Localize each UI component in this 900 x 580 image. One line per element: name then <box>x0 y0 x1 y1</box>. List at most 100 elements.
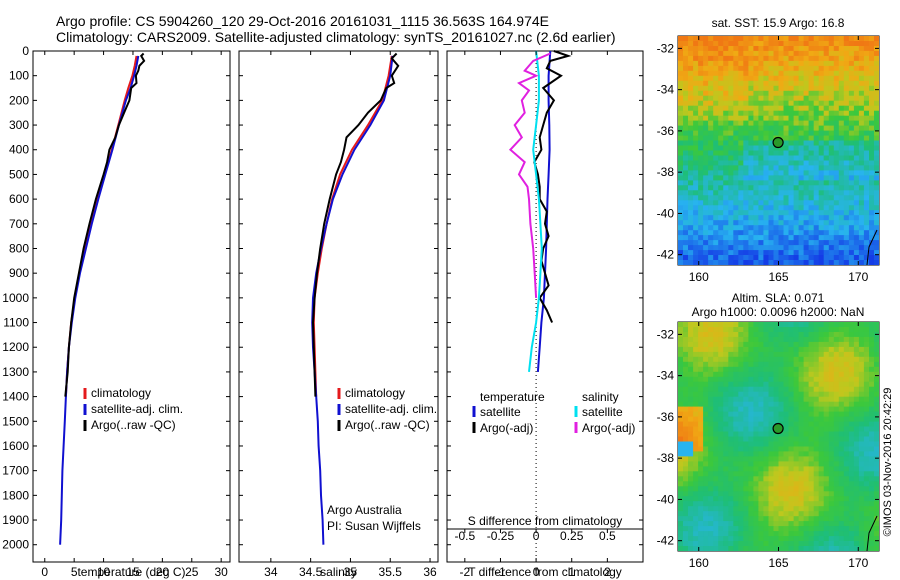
sst-cell <box>783 120 789 127</box>
sla-cell <box>713 366 719 373</box>
sla-cell <box>818 486 825 492</box>
sst-cell <box>753 160 759 166</box>
sst-cell <box>718 180 724 186</box>
sst-cell <box>803 150 810 156</box>
sst-cell <box>743 130 749 137</box>
sst-cell <box>783 225 789 231</box>
sla-cell <box>718 471 724 477</box>
sst-cell <box>733 155 739 161</box>
sla-cell <box>869 351 875 358</box>
sst-cell <box>803 225 810 231</box>
sst-cell <box>788 230 794 236</box>
sst-cell <box>833 90 840 97</box>
sla-lat-label: -34 <box>657 369 675 383</box>
sst-cell <box>853 155 860 161</box>
sla-cell <box>718 327 724 333</box>
sst-cell <box>838 150 845 156</box>
sst-cell <box>698 41 704 47</box>
sla-cell <box>743 446 749 452</box>
sst-cell <box>748 41 754 47</box>
sst-cell <box>808 46 815 52</box>
sla-cell <box>874 536 879 542</box>
sla-cell <box>853 421 860 428</box>
sst-cell <box>768 145 774 151</box>
sst-cell <box>778 260 784 265</box>
sla-cell <box>818 426 825 432</box>
sla-cell <box>853 416 860 423</box>
sla-cell <box>718 501 724 507</box>
sst-cell <box>753 105 759 112</box>
sla-cell <box>718 436 724 442</box>
sst-cell <box>808 185 815 191</box>
sst-cell <box>778 225 784 231</box>
sst-cell <box>833 120 840 127</box>
sla-cell <box>678 336 684 343</box>
sst-cell <box>703 170 709 176</box>
sla-cell <box>793 476 800 482</box>
sst-cell <box>688 70 694 77</box>
sst-cell <box>718 160 724 166</box>
sst-cell <box>818 70 825 77</box>
sst-cell <box>718 115 724 122</box>
sla-cell <box>803 546 810 551</box>
sst-cell <box>783 220 789 226</box>
sla-cell <box>733 341 739 348</box>
sla-cell <box>838 531 845 537</box>
sst-cell <box>818 80 825 87</box>
sst-cell <box>688 120 694 127</box>
sst-cell <box>848 250 855 256</box>
sla-cell <box>843 426 850 432</box>
sst-cell <box>818 75 825 82</box>
sst-cell <box>733 50 739 57</box>
sst-cell <box>788 155 794 161</box>
sst-cell <box>733 145 739 151</box>
sla-cell <box>758 521 764 527</box>
sst-cell <box>788 85 794 92</box>
sst-cell <box>703 225 709 231</box>
sst-cell <box>813 95 820 102</box>
sst-cell <box>688 150 694 156</box>
sla-cell <box>768 451 774 457</box>
sst-cell <box>753 150 759 156</box>
sst-cell <box>808 135 815 142</box>
sla-cell <box>683 441 689 447</box>
sst-cell <box>808 55 815 62</box>
sst-cell <box>863 255 870 261</box>
sla-cell <box>803 346 810 353</box>
sst-cell <box>738 245 744 251</box>
sla-cell <box>678 506 684 512</box>
sst-cell <box>813 115 820 122</box>
sla-cell <box>713 516 719 522</box>
sst-cell <box>778 240 784 246</box>
sst-cell <box>708 160 714 166</box>
sla-cell <box>773 441 779 447</box>
sla-cell <box>688 511 694 517</box>
sst-cell <box>803 75 810 82</box>
sla-cell <box>874 516 879 522</box>
sla-cell <box>683 416 689 423</box>
sla-cell <box>793 391 800 398</box>
sst-cell <box>788 200 794 206</box>
sla-cell <box>813 411 820 418</box>
sst-cell <box>748 180 754 186</box>
header-line-1: Argo profile: CS 5904260_120 29-Oct-2016… <box>56 13 549 29</box>
sst-cell <box>798 225 805 231</box>
sla-cell <box>863 351 870 358</box>
sst-cell <box>838 135 845 142</box>
sla-cell <box>874 476 879 482</box>
sst-cell <box>758 120 764 127</box>
sla-cell <box>768 386 774 393</box>
sla-cell <box>733 466 739 472</box>
sla-cell <box>783 466 789 472</box>
sla-cell <box>818 536 825 542</box>
sst-cell <box>793 125 800 132</box>
sst-cell <box>713 125 719 132</box>
sla-cell <box>728 446 734 452</box>
sla-cell <box>874 361 879 368</box>
sst-cell <box>803 130 810 137</box>
sla-cell <box>874 526 879 532</box>
sst-cell <box>693 245 699 251</box>
sst-cell <box>758 135 764 142</box>
sst-cell <box>693 95 699 102</box>
sst-cell <box>869 155 875 161</box>
